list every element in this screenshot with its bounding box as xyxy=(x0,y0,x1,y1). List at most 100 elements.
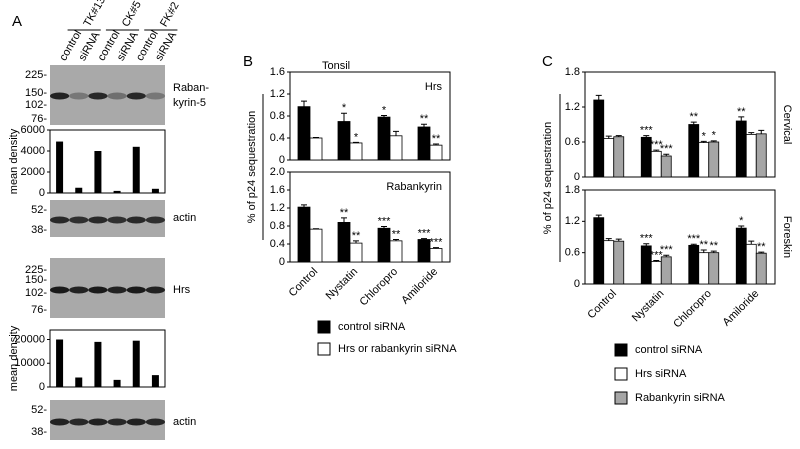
error-bar xyxy=(381,225,387,229)
error-bar xyxy=(748,132,755,135)
chart-title: Tonsil xyxy=(322,60,350,72)
error-bar xyxy=(700,249,707,253)
plot-frame xyxy=(584,71,776,178)
significance: ** xyxy=(689,111,698,123)
legend-swatch xyxy=(614,391,628,405)
error-bar xyxy=(605,238,612,241)
bar xyxy=(337,221,351,263)
legend-swatch xyxy=(614,367,628,381)
error-bar xyxy=(353,141,359,143)
error-bar xyxy=(758,129,765,134)
plot-frame xyxy=(289,171,451,263)
error-bar xyxy=(433,247,439,249)
plot-frame xyxy=(49,129,166,194)
mw-marker: 102- xyxy=(25,287,47,299)
y-tick-label: 1.2 xyxy=(270,88,285,100)
panel-subtitle: Hrs xyxy=(425,81,443,93)
y-tick-label: 6000 xyxy=(21,124,45,136)
bar xyxy=(708,252,720,285)
blot-band xyxy=(69,92,89,100)
blot-band xyxy=(145,216,166,224)
bar xyxy=(613,240,625,285)
blot-band xyxy=(50,216,70,224)
legend-swatch xyxy=(317,320,331,334)
mw-marker: 76- xyxy=(31,113,47,125)
error-bar xyxy=(393,239,399,241)
mw-marker: 102- xyxy=(25,99,47,111)
bar xyxy=(349,242,363,263)
bar xyxy=(755,252,767,285)
panel-subtitle: Foreskin xyxy=(781,216,793,258)
y-tick-label: 10000 xyxy=(14,357,45,369)
error-bar xyxy=(615,238,622,242)
blot-band xyxy=(88,92,108,100)
y-tick-label: 1.8 xyxy=(565,66,580,78)
bar xyxy=(429,144,443,161)
group-label: FK#2 xyxy=(158,0,182,29)
significance: ** xyxy=(392,228,401,240)
blot-band xyxy=(88,216,108,224)
y-axis-label: mean density xyxy=(8,128,20,194)
bar xyxy=(377,116,391,161)
blot-band xyxy=(69,216,89,224)
blot-band xyxy=(126,92,146,100)
mw-marker: 225- xyxy=(25,69,47,81)
mw-marker: 76- xyxy=(31,304,47,316)
blot-band xyxy=(107,286,127,294)
error-bar xyxy=(595,94,602,100)
blot-band xyxy=(145,418,166,426)
plot-frame xyxy=(584,189,776,285)
blot-label: actin xyxy=(173,416,196,428)
blot-band xyxy=(69,418,89,426)
error-bar xyxy=(690,121,697,125)
bar xyxy=(297,106,311,161)
y-tick-label: 4000 xyxy=(21,145,45,157)
blot xyxy=(50,400,165,440)
significance: *** xyxy=(640,233,654,245)
mw-marker: 38- xyxy=(31,224,47,236)
legend-swatch xyxy=(317,342,331,356)
bar xyxy=(603,240,615,285)
y-tick-label: 1.6 xyxy=(270,184,285,196)
error-bar xyxy=(301,204,307,208)
blot-band xyxy=(107,216,127,224)
significance: * xyxy=(342,102,347,114)
bar xyxy=(593,217,605,285)
y-tick-label: 0.4 xyxy=(270,238,285,250)
bar xyxy=(698,252,710,285)
significance: ** xyxy=(709,240,718,252)
significance: *** xyxy=(378,215,392,227)
mw-marker: 52- xyxy=(31,204,47,216)
bar xyxy=(613,136,625,178)
bar xyxy=(151,375,159,387)
error-bar xyxy=(643,135,650,138)
error-bar xyxy=(710,140,717,142)
significance: ** xyxy=(757,241,766,253)
error-bar xyxy=(341,112,347,122)
bar xyxy=(735,227,747,285)
bar xyxy=(94,341,102,387)
x-tick-label: Nystatin xyxy=(630,288,667,325)
significance: *** xyxy=(650,249,664,261)
y-tick-label: 1.8 xyxy=(565,184,580,196)
bar xyxy=(429,248,443,263)
mw-marker: 150- xyxy=(25,87,47,99)
x-tick-label: Chloropro xyxy=(671,288,714,331)
error-bar xyxy=(615,135,622,137)
bar xyxy=(94,151,102,193)
error-bar xyxy=(738,116,745,121)
y-tick-label: 1.2 xyxy=(565,215,580,227)
bar xyxy=(708,141,720,178)
mw-marker: 150- xyxy=(25,274,47,286)
blot-band xyxy=(88,418,108,426)
significance: *** xyxy=(687,233,701,245)
blot-band xyxy=(50,418,70,426)
bar xyxy=(132,340,140,387)
error-bar xyxy=(700,140,707,143)
blot xyxy=(50,258,165,318)
error-bar xyxy=(595,214,602,218)
y-axis-label: mean density xyxy=(8,325,20,391)
x-tick-label: Amiloride xyxy=(721,288,762,329)
bar xyxy=(745,134,757,178)
